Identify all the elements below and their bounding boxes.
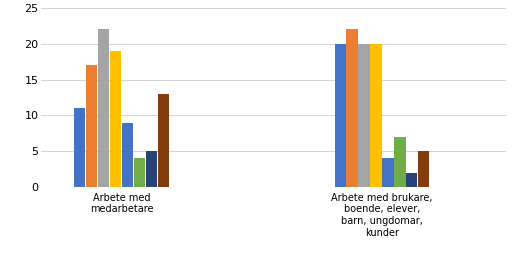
Bar <box>346 29 358 187</box>
Bar <box>122 123 133 187</box>
Bar <box>334 44 346 187</box>
Bar <box>359 44 370 187</box>
Bar <box>86 65 98 187</box>
Bar <box>74 108 86 187</box>
Bar <box>146 151 157 187</box>
Bar <box>394 137 406 187</box>
Bar <box>418 151 429 187</box>
Bar <box>98 29 109 187</box>
Bar <box>370 44 382 187</box>
Bar <box>406 173 417 187</box>
Bar <box>382 159 394 187</box>
Bar <box>134 159 145 187</box>
Bar <box>158 94 169 187</box>
Bar <box>110 51 121 187</box>
